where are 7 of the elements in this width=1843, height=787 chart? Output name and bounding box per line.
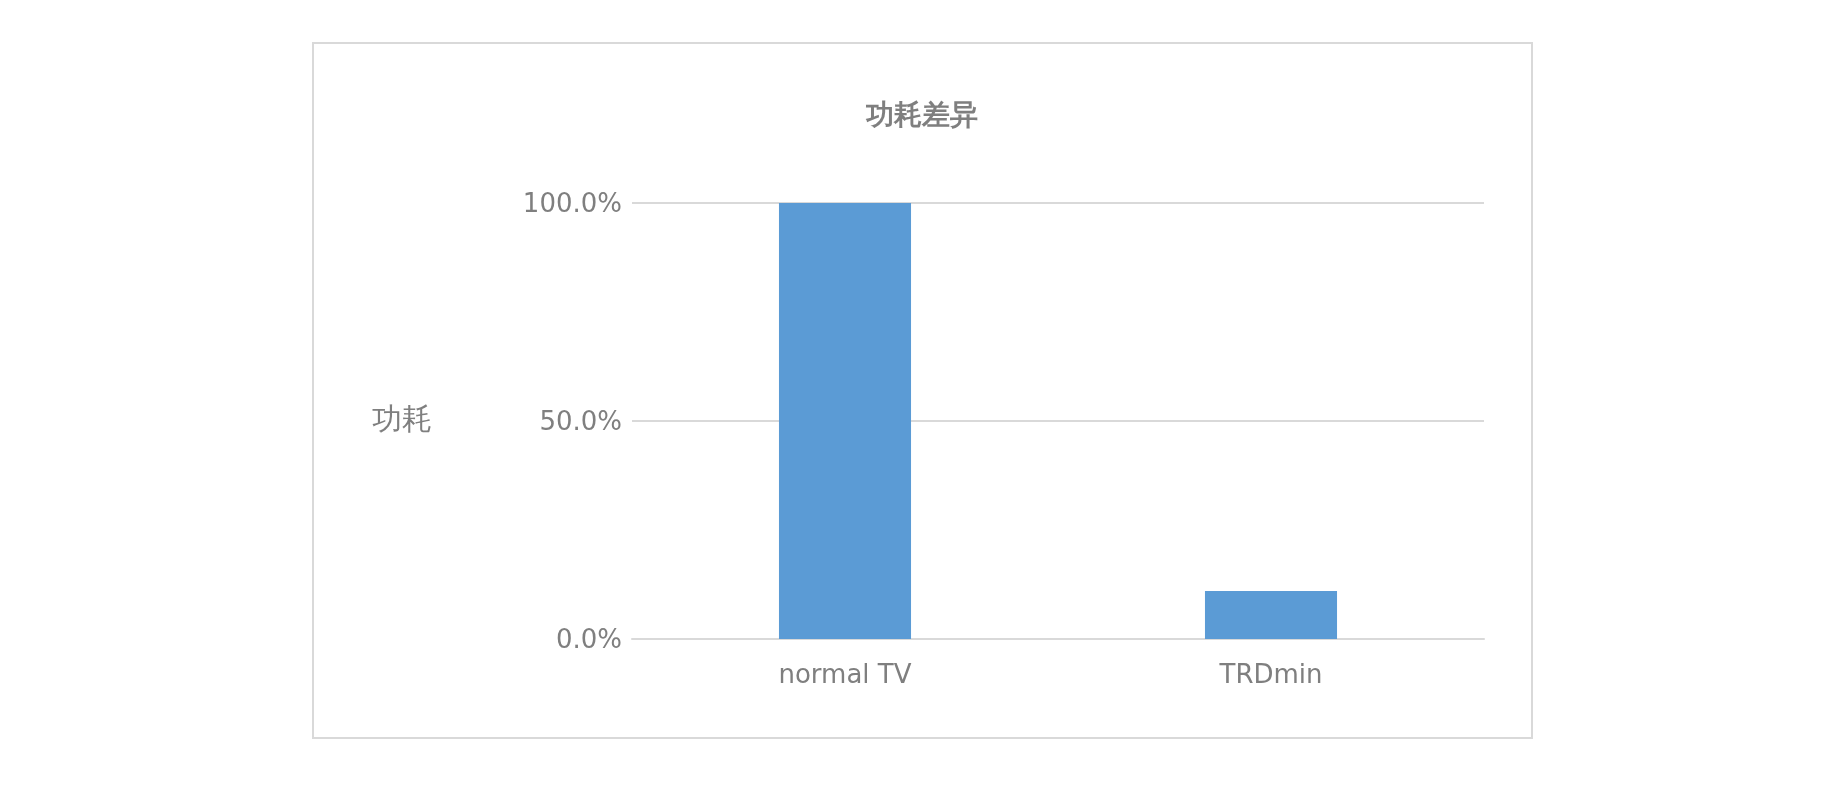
- y-tick-label: 50.0%: [539, 406, 622, 436]
- x-tick-label: TRDmin: [1218, 659, 1323, 689]
- x-tick-label: normal TV: [778, 659, 912, 689]
- y-axis-title: 功耗: [372, 400, 432, 436]
- y-tick-label: 100.0%: [522, 188, 622, 218]
- chart-title: 功耗差异: [864, 97, 978, 131]
- y-tick-label: 0.0%: [555, 624, 622, 654]
